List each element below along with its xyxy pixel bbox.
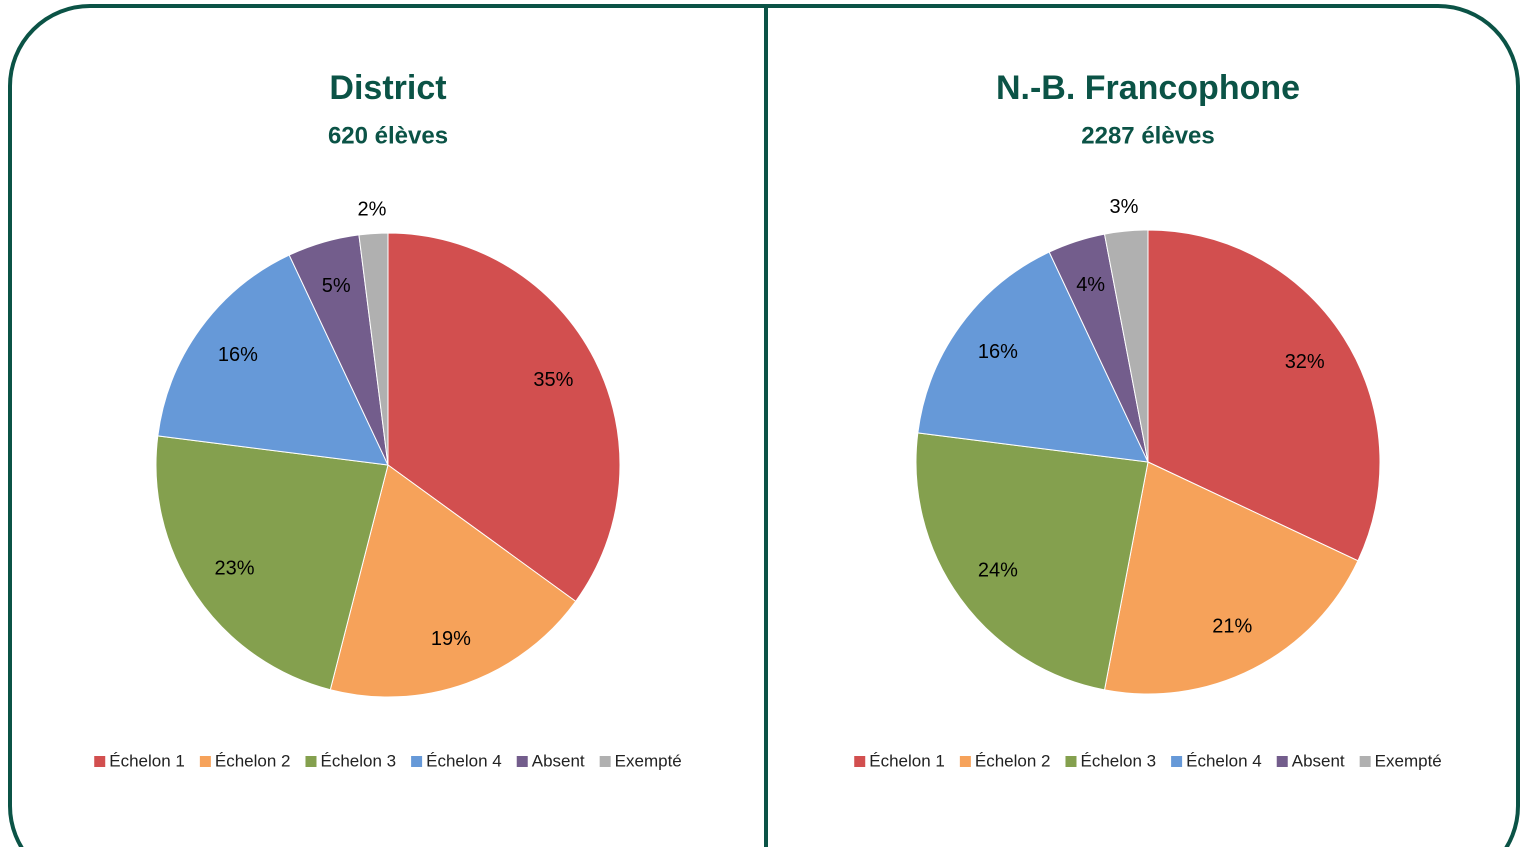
legend-label: Échelon 4 <box>1186 751 1262 770</box>
legend-swatch <box>516 756 528 767</box>
legend-label: Échelon 1 <box>869 751 945 770</box>
legend-label: Échelon 3 <box>1080 751 1156 770</box>
legend-label: Exempté <box>615 751 682 770</box>
legend-swatch <box>959 756 971 767</box>
legend-swatch <box>1359 756 1371 767</box>
chart-subtitle: 2287 élèves <box>1081 122 1214 149</box>
pie-slice <box>1147 229 1381 562</box>
data-label: 5% <box>322 275 351 297</box>
legend-swatch <box>599 756 611 767</box>
data-label: 16% <box>218 344 258 366</box>
legend-label: Échelon 3 <box>320 751 396 770</box>
legend-swatch <box>854 756 866 767</box>
data-label: 3% <box>1110 196 1139 218</box>
legend-label: Absent <box>1292 751 1345 770</box>
pie-slice <box>915 432 1149 691</box>
legend-label: Échelon 4 <box>426 751 502 770</box>
data-label: 19% <box>431 628 471 650</box>
data-label: 2% <box>358 199 387 221</box>
pie-slice <box>917 251 1149 463</box>
pie-slice <box>329 464 577 698</box>
legend-label: Échelon 2 <box>975 751 1051 770</box>
legend-swatch <box>1171 756 1183 767</box>
chart-title: District <box>329 69 446 107</box>
legend-label: Échelon 1 <box>109 751 185 770</box>
chart-subtitle: 620 élèves <box>328 122 448 149</box>
pie-slice <box>1103 229 1149 463</box>
data-label: 16% <box>978 341 1018 363</box>
pie-slice <box>157 254 389 466</box>
legend-label: Exempté <box>1375 751 1442 770</box>
legend-swatch <box>94 756 106 767</box>
pie-slice <box>1103 461 1359 695</box>
legend-swatch <box>1276 756 1288 767</box>
data-label: 35% <box>533 369 573 391</box>
data-label: 4% <box>1076 274 1105 296</box>
legend-swatch <box>1065 756 1077 767</box>
data-label: 21% <box>1212 616 1252 638</box>
data-label: 32% <box>1285 351 1325 373</box>
legend-swatch <box>305 756 317 767</box>
legend-swatch <box>411 756 423 767</box>
chart-title: N.-B. Francophone <box>996 69 1300 107</box>
legend-label: Échelon 2 <box>215 751 291 770</box>
data-label: 24% <box>978 559 1018 581</box>
pie-slice <box>387 232 621 603</box>
pie-slice <box>358 232 389 466</box>
legend-swatch <box>199 756 211 767</box>
data-label: 23% <box>214 558 254 580</box>
legend-label: Absent <box>532 751 585 770</box>
pie-slice <box>155 435 389 691</box>
